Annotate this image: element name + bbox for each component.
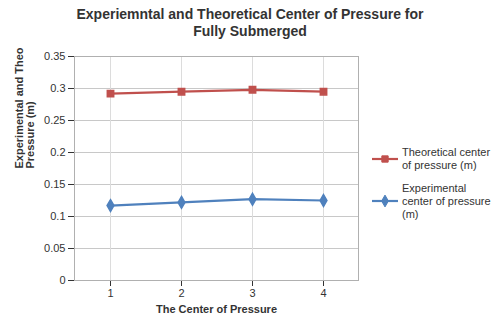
svg-text:0.3: 0.3 bbox=[50, 82, 65, 94]
svg-text:0.05: 0.05 bbox=[44, 242, 65, 254]
svg-text:3: 3 bbox=[249, 287, 255, 299]
svg-text:0.25: 0.25 bbox=[44, 114, 65, 126]
svg-text:Experimental and Theoretical C: Experimental and Theoretical Center ofPr… bbox=[13, 48, 36, 169]
html-text:Experiemntal and Theoretical C: Experiemntal and Theoretical Center of P… bbox=[76, 6, 424, 39]
html-text:Theoretical center of pressure: Theoretical center of pressure (m) bbox=[402, 145, 490, 171]
svg-text:2: 2 bbox=[178, 287, 184, 299]
svg-text:The Center of Pressure: The Center of Pressure bbox=[156, 303, 277, 315]
svg-text:0: 0 bbox=[59, 274, 65, 286]
svg-text:0.1: 0.1 bbox=[50, 210, 65, 222]
svg-text:1: 1 bbox=[107, 287, 113, 299]
svg-text:0.35: 0.35 bbox=[44, 50, 65, 62]
svg-text:0.2: 0.2 bbox=[50, 146, 65, 158]
svg-text:0.15: 0.15 bbox=[44, 178, 65, 190]
svg-text:4: 4 bbox=[320, 287, 326, 299]
html-text:Experimental center of pressur: Experimental center of pressure (m) bbox=[402, 181, 491, 220]
